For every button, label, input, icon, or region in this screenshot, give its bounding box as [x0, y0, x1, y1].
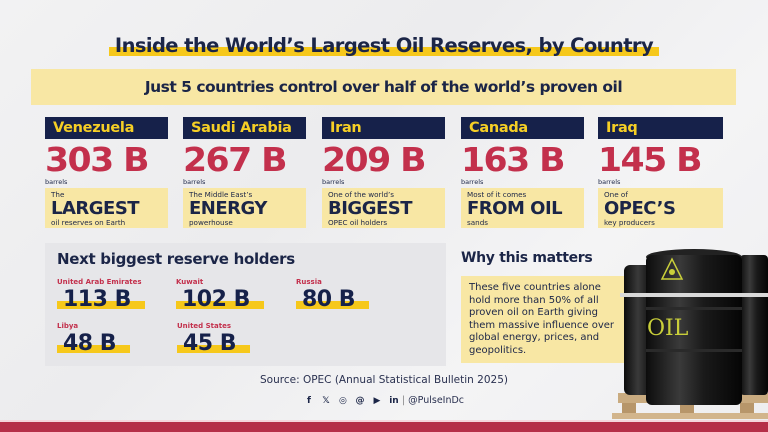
reserve-value: 303 B: [45, 140, 150, 179]
unit-label: barrels: [45, 178, 68, 186]
reserve-value: 209 B: [322, 140, 427, 179]
oil-barrels-illustration: OIL: [600, 245, 768, 422]
country-name: Canada: [461, 117, 584, 139]
holder-value: 48 B: [57, 331, 131, 356]
fact-box: The LARGEST oil reserves on Earth: [45, 188, 168, 228]
holder-value-text: 45 B: [183, 331, 237, 356]
why-text: These five countries alone hold more tha…: [469, 282, 615, 356]
barrel-label: OIL: [647, 316, 689, 341]
fact-big: BIGGEST: [328, 198, 413, 219]
holder-uae: United Arab Emirates 113 B: [57, 278, 167, 312]
country-card-canada: Canada 163 B barrels Most of it comes FR…: [461, 117, 584, 228]
fact-pre: The: [51, 190, 65, 199]
country-name: Iraq: [598, 117, 723, 139]
linkedin-icon[interactable]: in: [389, 395, 399, 406]
threads-icon[interactable]: @: [355, 395, 365, 406]
holder-value: 45 B: [177, 331, 251, 356]
x-twitter-icon[interactable]: 𝕏: [322, 395, 330, 406]
fact-box: One of the world’s BIGGEST OPEC oil hold…: [322, 188, 445, 228]
holder-name: Kuwait: [176, 278, 204, 286]
holder-name: Russia: [296, 278, 322, 286]
fact-big: OPEC’S: [604, 198, 676, 219]
country-name: Iran: [322, 117, 445, 139]
facebook-icon[interactable]: f: [306, 395, 311, 406]
subtitle-banner: Just 5 countries control over half of th…: [31, 69, 736, 105]
fact-pre: Most of it comes: [467, 190, 527, 199]
holder-value-text: 80 B: [302, 287, 356, 312]
fact-post: OPEC oil holders: [328, 218, 388, 227]
fact-big: LARGEST: [51, 198, 140, 219]
footer-bar: [0, 422, 768, 432]
country-name: Venezuela: [45, 117, 168, 139]
holder-name: United Arab Emirates: [57, 278, 142, 286]
reserve-value: 163 B: [461, 140, 566, 179]
country-card-saudi-arabia: Saudi Arabia 267 B barrels The Middle Ea…: [183, 117, 306, 228]
fact-post: key producers: [604, 218, 655, 227]
title-wrap: Inside the World’s Largest Oil Reserves,…: [0, 33, 768, 59]
instagram-icon[interactable]: ◎: [339, 395, 347, 406]
country-card-iraq: Iraq 145 B barrels One of OPEC’S key pro…: [598, 117, 723, 228]
fact-big: ENERGY: [189, 198, 267, 219]
country-name: Saudi Arabia: [183, 117, 306, 139]
holder-value-text: 48 B: [63, 331, 117, 356]
fact-big: FROM OIL: [467, 198, 563, 219]
social-links: f 𝕏 ◎ @ ▶ in | @PulseInDc: [0, 395, 768, 406]
page-title: Inside the World’s Largest Oil Reserves,…: [108, 33, 660, 59]
reserve-value: 145 B: [598, 140, 703, 179]
holder-value: 113 B: [57, 287, 145, 312]
fact-pre: One of: [604, 190, 628, 199]
holder-libya: Libya 48 B: [57, 322, 167, 356]
fact-post: powerhouse: [189, 218, 233, 227]
why-box: These five countries alone hold more tha…: [461, 276, 631, 363]
fact-pre: One of the world’s: [328, 190, 395, 199]
subtitle: Just 5 countries control over half of th…: [144, 78, 623, 96]
unit-label: barrels: [598, 178, 621, 186]
unit-label: barrels: [322, 178, 345, 186]
fact-post: oil reserves on Earth: [51, 218, 126, 227]
holder-name: Libya: [57, 322, 79, 330]
separator: |: [401, 395, 406, 406]
footer-divider: [0, 420, 768, 422]
unit-label: barrels: [461, 178, 484, 186]
country-card-iran: Iran 209 B barrels One of the world’s BI…: [322, 117, 445, 228]
source-citation: Source: OPEC (Annual Statistical Bulleti…: [260, 374, 508, 386]
unit-label: barrels: [183, 178, 206, 186]
country-card-venezuela: Venezuela 303 B barrels The LARGEST oil …: [45, 117, 168, 228]
holder-value-text: 102 B: [182, 287, 250, 312]
holder-united-states: United States 45 B: [177, 322, 287, 356]
fact-box: Most of it comes FROM OIL sands: [461, 188, 584, 228]
holder-value: 102 B: [176, 287, 264, 312]
next-holders-title: Next biggest reserve holders: [57, 250, 295, 268]
holder-name: United States: [177, 322, 231, 330]
holder-value-text: 113 B: [63, 287, 131, 312]
youtube-icon[interactable]: ▶: [373, 395, 381, 406]
holder-kuwait: Kuwait 102 B: [176, 278, 286, 312]
fact-box: The Middle East’s ENERGY powerhouse: [183, 188, 306, 228]
why-title: Why this matters: [461, 250, 593, 266]
holder-value: 80 B: [296, 287, 370, 312]
fact-pre: The Middle East’s: [189, 190, 253, 199]
fact-post: sands: [467, 218, 489, 227]
holder-russia: Russia 80 B: [296, 278, 406, 312]
reserve-value: 267 B: [183, 140, 288, 179]
fact-box: One of OPEC’S key producers: [598, 188, 723, 228]
social-handle[interactable]: @PulseInDc: [408, 395, 465, 406]
